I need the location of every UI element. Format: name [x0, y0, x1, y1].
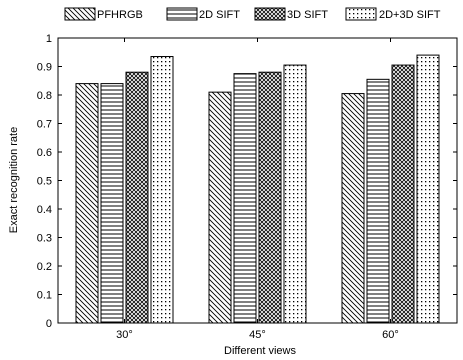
- bar-pfhrgb-1[interactable]: [208, 91, 232, 324]
- legend-label-2d-3d-sift: 2D+3D SIFT: [379, 9, 441, 21]
- y-tick-label: 0.3: [37, 233, 52, 245]
- legend-label-3d-sift: 3D SIFT: [287, 9, 328, 21]
- y-tick-label: 0.2: [37, 261, 52, 273]
- x-tick-label: 30°: [116, 329, 133, 341]
- y-tick-label: 0.6: [37, 147, 52, 159]
- y-tick-label: 0.5: [37, 176, 52, 188]
- y-axis: 0 0.1 0.2 0.3 0.4 0.5 0.6 0.7 0.8 0.9 1: [37, 33, 457, 330]
- bar-2d-sift-2[interactable]: [366, 78, 390, 324]
- legend-label-pfhrgb: PFHRGB: [97, 9, 143, 21]
- legend: PFHRGB 2D SIFT 3D SIFT 2D+3D SIFT: [64, 7, 441, 21]
- bar-2d-sift-1[interactable]: [233, 73, 257, 324]
- bar-2d-sift-0[interactable]: [100, 83, 124, 324]
- legend-swatch-2d-sift: [166, 7, 198, 21]
- legend-label-2d-sift: 2D SIFT: [199, 9, 240, 21]
- y-axis-label: Exact recognition rate: [8, 127, 20, 233]
- legend-item-3d-sift[interactable]: 3D SIFT: [254, 7, 328, 21]
- x-axis: 30° 45° 60°: [116, 38, 399, 341]
- legend-item-2d-sift[interactable]: 2D SIFT: [166, 7, 240, 21]
- bar-3d-sift-0[interactable]: [125, 71, 149, 324]
- y-tick-label: 1: [46, 33, 52, 45]
- legend-swatch-pfhrgb: [64, 7, 96, 21]
- bar-2d-3d-sift-0[interactable]: [150, 56, 174, 324]
- y-tick-label: 0.1: [37, 290, 52, 302]
- bars: [75, 54, 440, 324]
- y-tick-label: 0.7: [37, 119, 52, 131]
- y-tick-label: 0: [46, 318, 52, 330]
- bar-2d-3d-sift-1[interactable]: [283, 64, 307, 324]
- legend-item-pfhrgb[interactable]: PFHRGB: [64, 7, 143, 21]
- bar-pfhrgb-0[interactable]: [75, 83, 99, 324]
- x-tick-label: 60°: [382, 329, 399, 341]
- x-axis-label: Different views: [224, 345, 296, 357]
- y-tick-label: 0.4: [37, 204, 52, 216]
- bar-3d-sift-1[interactable]: [258, 71, 282, 324]
- x-tick-label: 45°: [249, 329, 266, 341]
- bar-3d-sift-2[interactable]: [391, 64, 415, 324]
- legend-swatch-2d-3d-sift: [345, 7, 377, 21]
- y-tick-label: 0.9: [37, 62, 52, 74]
- bar-pfhrgb-2[interactable]: [341, 93, 365, 324]
- legend-swatch-3d-sift: [254, 7, 286, 21]
- bar-2d-3d-sift-2[interactable]: [416, 54, 440, 324]
- y-tick-label: 0.8: [37, 90, 52, 102]
- legend-item-2d-3d-sift[interactable]: 2D+3D SIFT: [345, 7, 441, 21]
